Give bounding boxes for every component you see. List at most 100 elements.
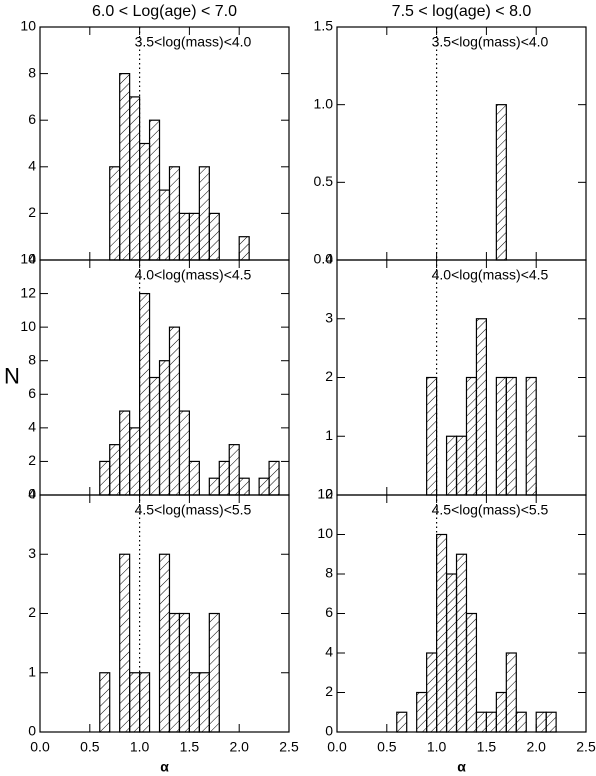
y-tick-label: 1 <box>325 427 333 443</box>
y-tick-label: 0 <box>325 486 333 502</box>
plot-frame <box>336 26 587 261</box>
x-tick-label: 0.0 <box>327 739 347 755</box>
bar <box>465 612 478 733</box>
x-tick-label: 2.5 <box>576 739 596 755</box>
bar <box>178 612 191 733</box>
x-tick-label: 1.0 <box>427 739 447 755</box>
x-axis-label: α <box>457 759 466 775</box>
bar <box>426 376 438 496</box>
y-tick-label: 0.5 <box>314 173 334 189</box>
y-tick-label: 8 <box>28 351 36 367</box>
bar <box>258 477 270 496</box>
bar <box>208 212 220 261</box>
bar <box>208 612 220 733</box>
bar <box>119 72 131 261</box>
bar <box>188 460 200 496</box>
bar <box>396 711 408 733</box>
y-tick-label: 2 <box>325 368 333 384</box>
bar <box>148 376 161 496</box>
y-tick-label: 10 <box>20 18 36 34</box>
y-tick-label: 0.0 <box>314 251 334 267</box>
y-tick-label: 8 <box>28 64 36 80</box>
bar <box>445 435 458 496</box>
bar <box>188 212 200 261</box>
bar <box>168 166 181 261</box>
y-tick-label: 3 <box>325 309 333 325</box>
x-tick-label: 2.0 <box>229 739 249 755</box>
annotation: 4.0<log(mass)<4.5 <box>432 267 549 283</box>
bar <box>139 142 151 261</box>
y-tick-label: 14 <box>20 251 36 267</box>
annotation: 4.5<log(mass)<5.5 <box>432 502 549 518</box>
bar <box>218 460 230 496</box>
bar <box>228 444 240 496</box>
y-tick-label: 4 <box>28 158 36 174</box>
y-tick-label: 3 <box>28 545 36 561</box>
annotation: 3.5<log(mass)<4.0 <box>135 34 252 50</box>
bar <box>515 711 527 733</box>
bar <box>475 318 488 496</box>
y-tick-label: 6 <box>28 385 36 401</box>
y-tick-label: 1.5 <box>314 18 334 34</box>
bar <box>129 427 141 496</box>
bar <box>268 460 280 496</box>
bar <box>505 376 517 496</box>
y-tick-label: 6 <box>325 604 333 620</box>
bar <box>188 672 200 733</box>
y-tick-label: 6 <box>28 111 36 127</box>
x-axis-label: α <box>160 759 169 775</box>
bar <box>109 444 121 496</box>
x-tick-label: 1.5 <box>180 739 200 755</box>
bar <box>168 326 181 496</box>
bar <box>158 360 171 496</box>
bar <box>139 672 151 733</box>
bar <box>148 119 161 261</box>
annotation: 4.0<log(mass)<4.5 <box>135 267 252 283</box>
bar <box>416 691 428 733</box>
bar <box>475 711 488 733</box>
x-tick-label: 2.0 <box>526 739 546 755</box>
bar <box>495 376 507 496</box>
bar <box>238 236 250 261</box>
x-tick-label: 1.5 <box>477 739 497 755</box>
bar <box>505 652 517 733</box>
bar <box>139 292 151 496</box>
bar <box>465 376 478 496</box>
bar <box>168 612 181 733</box>
bar <box>525 376 537 496</box>
bar <box>535 711 547 733</box>
y-tick-label: 0 <box>28 723 36 739</box>
x-tick-label: 2.5 <box>279 739 299 755</box>
x-tick-label: 0.5 <box>377 739 397 755</box>
y-axis-label: N <box>4 363 20 388</box>
y-tick-label: 1 <box>28 663 36 679</box>
y-tick-label: 10 <box>317 525 333 541</box>
annotation: 4.5<log(mass)<5.5 <box>135 502 252 518</box>
y-tick-label: 2 <box>325 683 333 699</box>
y-tick-label: 1.0 <box>314 95 334 111</box>
bar <box>445 573 458 733</box>
y-tick-label: 4 <box>325 644 333 660</box>
x-tick-label: 1.0 <box>130 739 150 755</box>
bar <box>158 553 171 733</box>
bar <box>495 104 507 261</box>
panel-title: 6.0 < Log(age) < 7.0 <box>92 3 237 20</box>
bar <box>545 711 557 733</box>
y-tick-label: 2 <box>28 204 36 220</box>
panel-title: 7.5 < log(age) < 8.0 <box>392 3 532 20</box>
bar <box>109 166 121 261</box>
y-tick-label: 12 <box>317 486 333 502</box>
bar <box>119 553 131 733</box>
bar <box>208 477 220 496</box>
bar <box>238 477 250 496</box>
bar <box>455 435 468 496</box>
annotation: 3.5<log(mass)<4.0 <box>432 34 549 50</box>
y-tick-label: 4 <box>28 486 36 502</box>
bar <box>119 410 131 496</box>
y-tick-label: 0 <box>28 251 36 267</box>
bar <box>178 212 191 261</box>
y-tick-label: 0 <box>325 723 333 739</box>
y-tick-label: 2 <box>28 604 36 620</box>
bar <box>129 96 141 261</box>
